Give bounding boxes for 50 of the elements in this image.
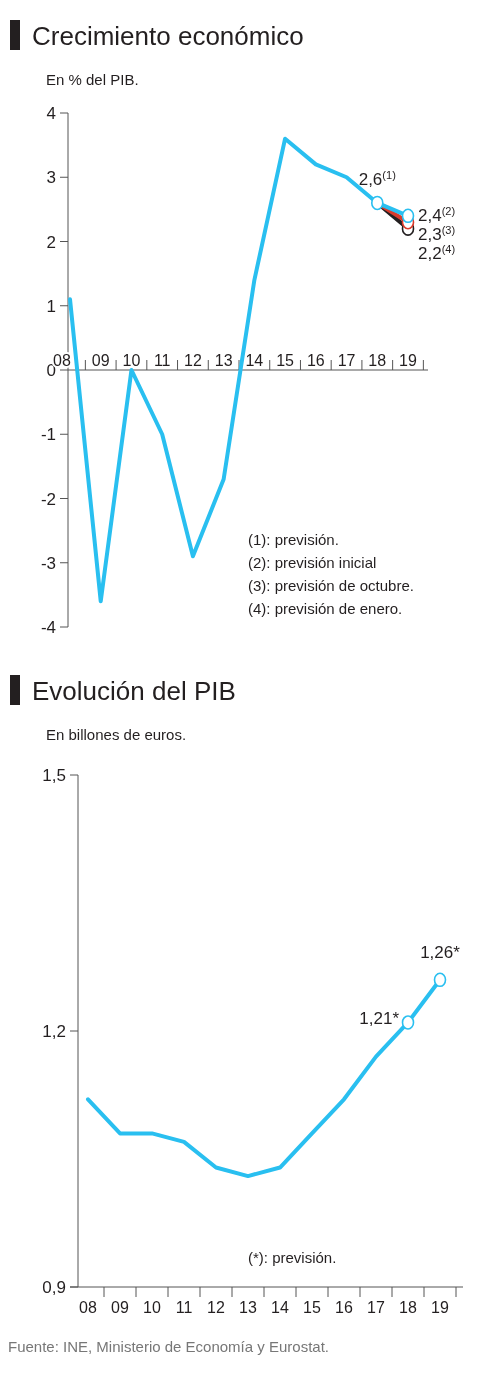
data-label: 2,3$^{(3)}$ [418, 223, 456, 244]
y-tick-label: 1,2 [42, 1022, 66, 1041]
data-label: 1,26* [420, 942, 461, 962]
x-tick-label: 09 [91, 352, 110, 369]
y-tick-label: -4 [40, 618, 56, 637]
y-tick-label: 4 [46, 104, 56, 123]
chart-subtitle: En % del PIB. [46, 71, 139, 88]
x-tick-label: 16 [335, 1299, 353, 1316]
y-tick-label: 2 [46, 232, 56, 252]
x-tick-label: 14 [245, 352, 264, 369]
chart-subtitle: En billones de euros. [46, 726, 187, 743]
x-tick-label: 16 [306, 352, 325, 369]
x-tick-label: 15 [303, 1299, 321, 1316]
y-tick-label: -3 [40, 553, 56, 573]
data-label: 2,6$^{(1)}$ [358, 168, 396, 189]
y-tick-label: 1 [46, 296, 56, 316]
chart-title: Crecimiento económico [32, 21, 304, 51]
y-tick-label: 0,9 [42, 1278, 66, 1297]
y-tick-label: -1 [40, 425, 56, 445]
x-tick-label: 11 [175, 1299, 193, 1316]
x-tick-label: 17 [337, 352, 356, 369]
data-label: 1,21* [359, 1009, 400, 1029]
source-note: Fuente: INE, Ministerio de Economía y Eurostat. [8, 1338, 329, 1355]
x-tick-label: 19 [399, 352, 417, 369]
x-tick-label: 08 [79, 1299, 97, 1316]
x-tick-label: 15 [276, 352, 295, 369]
x-tick-label: 18 [399, 1299, 417, 1316]
y-tick-label: 3 [46, 168, 56, 188]
data-label: 2,2$^{(4)}$ [418, 242, 456, 263]
annotation: (2): previsión inicial [248, 554, 377, 571]
annotation: (1): previsión. [248, 531, 339, 548]
x-tick-label: 09 [111, 1299, 129, 1316]
annotation: (4): previsión de enero. [248, 600, 403, 617]
x-tick-label: 18 [368, 352, 387, 369]
y-tick-label: 1,5 [42, 766, 66, 785]
x-tick-label: 19 [431, 1299, 449, 1316]
x-tick-label: 12 [184, 352, 202, 369]
y-tick-label: -2 [40, 489, 56, 509]
x-tick-label: 10 [122, 352, 141, 369]
x-tick-label: 12 [207, 1299, 225, 1316]
x-tick-label: 14 [271, 1299, 289, 1316]
x-tick-label: 17 [367, 1299, 385, 1316]
x-tick-label: 13 [239, 1299, 257, 1316]
annotation: (3): previsión de octubre. [248, 577, 414, 594]
x-tick-label: 11 [153, 352, 171, 369]
chart-title: Evolución del PIB [32, 676, 236, 706]
x-tick-label: 13 [214, 352, 233, 369]
data-label: 2,4$^{(2)}$ [418, 204, 456, 225]
annotation: (*): previsión. [248, 1249, 337, 1266]
x-tick-label: 10 [143, 1299, 161, 1316]
